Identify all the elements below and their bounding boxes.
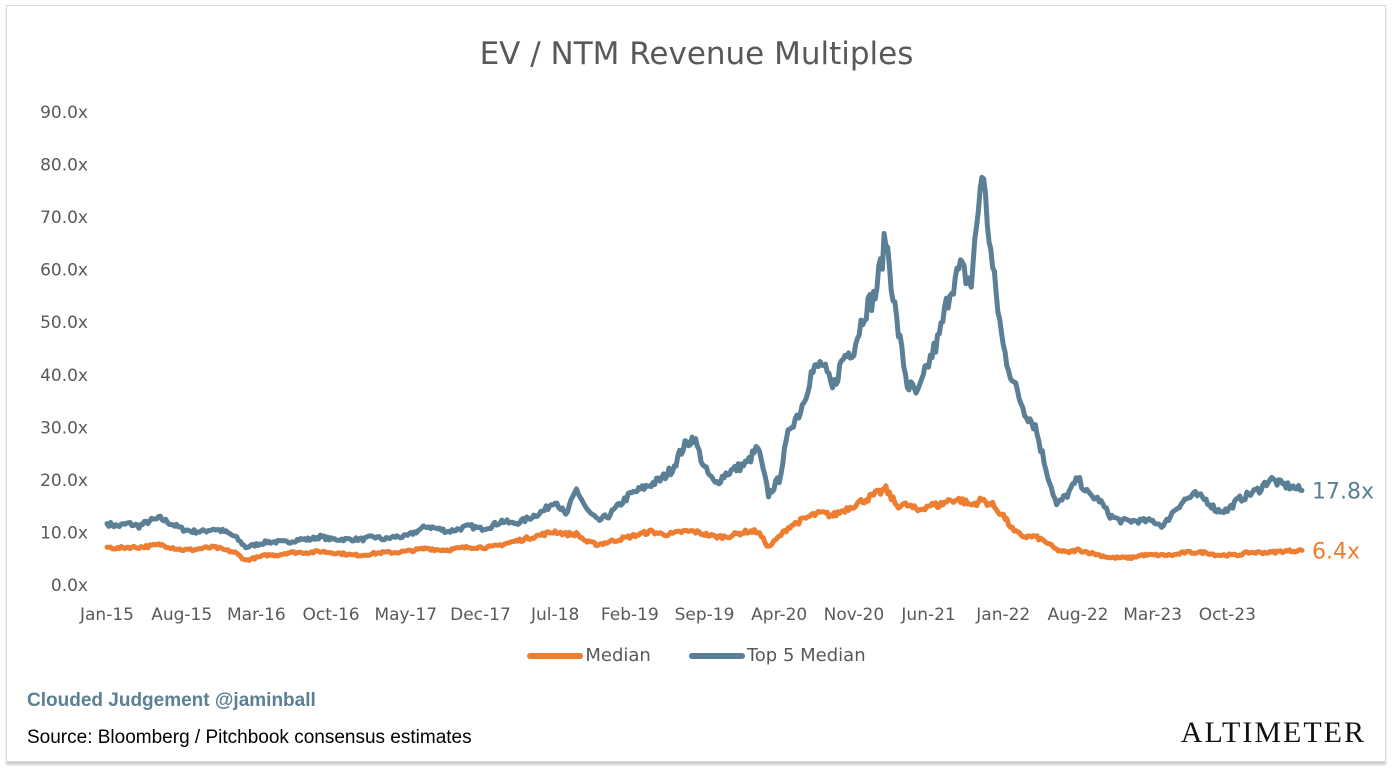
x-tick-label: Jan-22 xyxy=(975,605,1030,625)
x-tick-label: Jul-18 xyxy=(530,605,579,625)
series-line-median xyxy=(104,483,1305,563)
y-tick-label: 50.0x xyxy=(40,313,88,333)
x-tick-label: Apr-20 xyxy=(751,605,807,625)
legend-label-median: Median xyxy=(585,645,651,666)
x-tick-label: Oct-16 xyxy=(302,605,359,625)
y-tick-label: 60.0x xyxy=(40,261,88,281)
x-tick-label: Feb-19 xyxy=(601,605,659,625)
x-tick-label: Jun-21 xyxy=(900,605,955,625)
y-tick-label: 10.0x xyxy=(40,523,88,543)
x-tick-label: Sep-19 xyxy=(675,605,735,625)
series-line-top5-median xyxy=(104,174,1305,551)
x-tick-label: Nov-20 xyxy=(824,605,885,625)
credit-text: Clouded Judgement @jaminball xyxy=(27,690,316,711)
y-tick-label: 20.0x xyxy=(40,471,88,491)
x-tick-label: Jan-15 xyxy=(79,605,134,625)
legend-item-median: Median xyxy=(527,645,651,666)
chart-frame xyxy=(6,5,1386,762)
legend-item-top5: Top 5 Median xyxy=(688,645,866,666)
legend-swatch-top5 xyxy=(688,652,745,659)
x-tick-label: Dec-17 xyxy=(450,605,511,625)
x-tick-label: Mar-16 xyxy=(227,605,286,625)
y-tick-label: 30.0x xyxy=(40,418,88,438)
y-tick-label: 0.0x xyxy=(51,576,88,596)
x-tick-label: Aug-15 xyxy=(151,605,212,625)
x-tick-label: May-17 xyxy=(374,605,437,625)
y-tick-label: 80.0x xyxy=(40,156,88,176)
legend: Median Top 5 Median xyxy=(0,645,1393,666)
end-label-top5-median: 17.8x xyxy=(1312,479,1374,504)
y-tick-label: 90.0x xyxy=(40,103,88,123)
x-tick-label: Oct-23 xyxy=(1199,605,1256,625)
chart-title: EV / NTM Revenue Multiples xyxy=(479,36,914,72)
x-tick-label: Mar-23 xyxy=(1123,605,1182,625)
source-note: Source: Bloomberg / Pitchbook consensus … xyxy=(27,727,472,748)
y-tick-label: 70.0x xyxy=(40,208,88,228)
altimeter-logo: ALTIMETER xyxy=(1180,716,1366,749)
x-tick-label: Aug-22 xyxy=(1047,605,1108,625)
end-label-median: 6.4x xyxy=(1312,539,1360,564)
legend-label-top5: Top 5 Median xyxy=(746,645,866,666)
legend-swatch-median xyxy=(527,652,584,659)
y-tick-label: 40.0x xyxy=(40,366,88,386)
